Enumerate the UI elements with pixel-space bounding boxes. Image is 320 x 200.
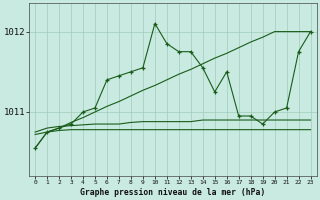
X-axis label: Graphe pression niveau de la mer (hPa): Graphe pression niveau de la mer (hPa) bbox=[80, 188, 266, 197]
